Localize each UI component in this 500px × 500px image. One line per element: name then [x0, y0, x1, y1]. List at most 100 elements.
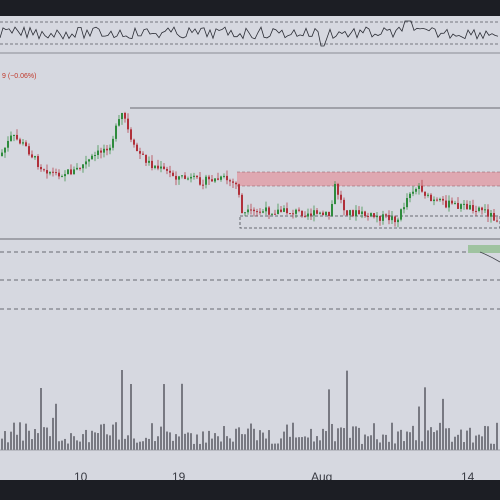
- volume-bar: [115, 422, 117, 450]
- volume-bar: [388, 441, 390, 450]
- candle-body: [403, 207, 405, 210]
- volume-bar: [361, 443, 363, 450]
- volume-bar: [196, 434, 198, 450]
- candle-body: [451, 200, 453, 204]
- candle-body: [430, 194, 432, 202]
- chart-frame[interactable]: 9 (−0.06%) 10 19 Aug 14: [0, 16, 500, 480]
- volume-bar: [91, 430, 93, 450]
- volume-bar: [421, 441, 423, 450]
- candle-body: [307, 213, 309, 217]
- candle-body: [322, 212, 324, 215]
- candle-body: [103, 148, 105, 153]
- candle-body: [454, 202, 456, 204]
- volume-bar: [238, 427, 240, 450]
- price-change-label: 9 (−0.06%): [2, 73, 37, 80]
- candle-body: [358, 210, 360, 215]
- candle-body: [70, 169, 72, 175]
- volume-bar: [202, 431, 204, 450]
- volume-bar: [40, 388, 42, 450]
- candle-body: [385, 214, 387, 216]
- candle-body: [73, 169, 75, 175]
- volume-bar: [412, 425, 414, 450]
- volume-bar: [277, 443, 279, 450]
- volume-bar: [70, 433, 72, 450]
- volume-bar: [442, 398, 444, 450]
- volume-bar: [427, 430, 429, 450]
- volume-bar: [283, 431, 285, 450]
- candle-body: [433, 199, 435, 202]
- candle-body: [19, 139, 21, 144]
- candle-body: [280, 209, 282, 212]
- candle-body: [238, 184, 240, 195]
- volume-bar: [475, 435, 477, 450]
- volume-bar: [64, 438, 66, 450]
- candle-body: [133, 139, 135, 145]
- candle-body: [250, 209, 252, 211]
- candle-body: [178, 176, 180, 180]
- volume-bar: [112, 424, 114, 450]
- volume-bar: [343, 428, 345, 450]
- volume-bar: [286, 424, 288, 450]
- candle-body: [235, 182, 237, 185]
- volume-bar: [160, 426, 162, 450]
- volume-bar: [145, 437, 147, 450]
- volume-bar: [391, 422, 393, 450]
- candle-body: [10, 135, 12, 141]
- candle-body: [76, 167, 78, 170]
- candle-body: [379, 215, 381, 221]
- candle-body: [28, 146, 30, 155]
- volume-bar: [379, 442, 381, 450]
- candle-body: [202, 184, 204, 186]
- range-box[interactable]: [239, 215, 500, 229]
- volume-bar: [487, 426, 489, 450]
- candle-body: [22, 142, 24, 144]
- candle-body: [100, 150, 102, 153]
- candle-body: [190, 176, 192, 179]
- volume-bar: [271, 443, 273, 450]
- volume-bar: [190, 433, 192, 450]
- candle-body: [208, 176, 210, 180]
- volume-bar: [436, 430, 438, 450]
- volume-bar: [433, 432, 435, 450]
- candle-body: [397, 219, 399, 223]
- x-tick-10: 10: [74, 470, 88, 480]
- volume-bar: [298, 437, 300, 450]
- candle-body: [55, 172, 57, 174]
- candle-body: [82, 164, 84, 169]
- price-chart[interactable]: [0, 16, 500, 480]
- volume-bar: [67, 443, 69, 450]
- supply-zone[interactable]: [237, 172, 500, 186]
- volume-bar: [181, 383, 183, 450]
- candle-body: [256, 211, 258, 213]
- volume-bar: [169, 432, 171, 450]
- candle-body: [112, 138, 114, 148]
- candle-body: [46, 170, 48, 174]
- volume-bar: [406, 431, 408, 450]
- volume-bar: [22, 440, 24, 450]
- volume-bar: [319, 440, 321, 450]
- candle-body: [295, 209, 297, 214]
- volume-bar: [364, 434, 366, 450]
- candle-body: [466, 203, 468, 210]
- volume-bar: [265, 438, 267, 450]
- candle-body: [481, 207, 483, 211]
- volume-bar: [31, 439, 33, 450]
- volume-bar: [352, 426, 354, 450]
- candle-body: [460, 204, 462, 209]
- demand-zone[interactable]: [468, 245, 500, 253]
- volume-bar: [289, 436, 291, 450]
- volume-bar: [19, 422, 21, 450]
- candle-body: [85, 161, 87, 165]
- volume-bar: [478, 434, 480, 450]
- volume-bar: [217, 436, 219, 450]
- candle-body: [136, 144, 138, 152]
- x-tick-aug: Aug: [311, 470, 333, 480]
- volume-bar: [172, 440, 174, 450]
- candle-body: [184, 175, 186, 179]
- volume-bar: [382, 434, 384, 450]
- volume-bar: [139, 441, 141, 450]
- candle-body: [13, 134, 15, 136]
- volume-bar: [292, 422, 294, 450]
- volume-bar: [223, 426, 225, 450]
- volume-bar: [301, 437, 303, 450]
